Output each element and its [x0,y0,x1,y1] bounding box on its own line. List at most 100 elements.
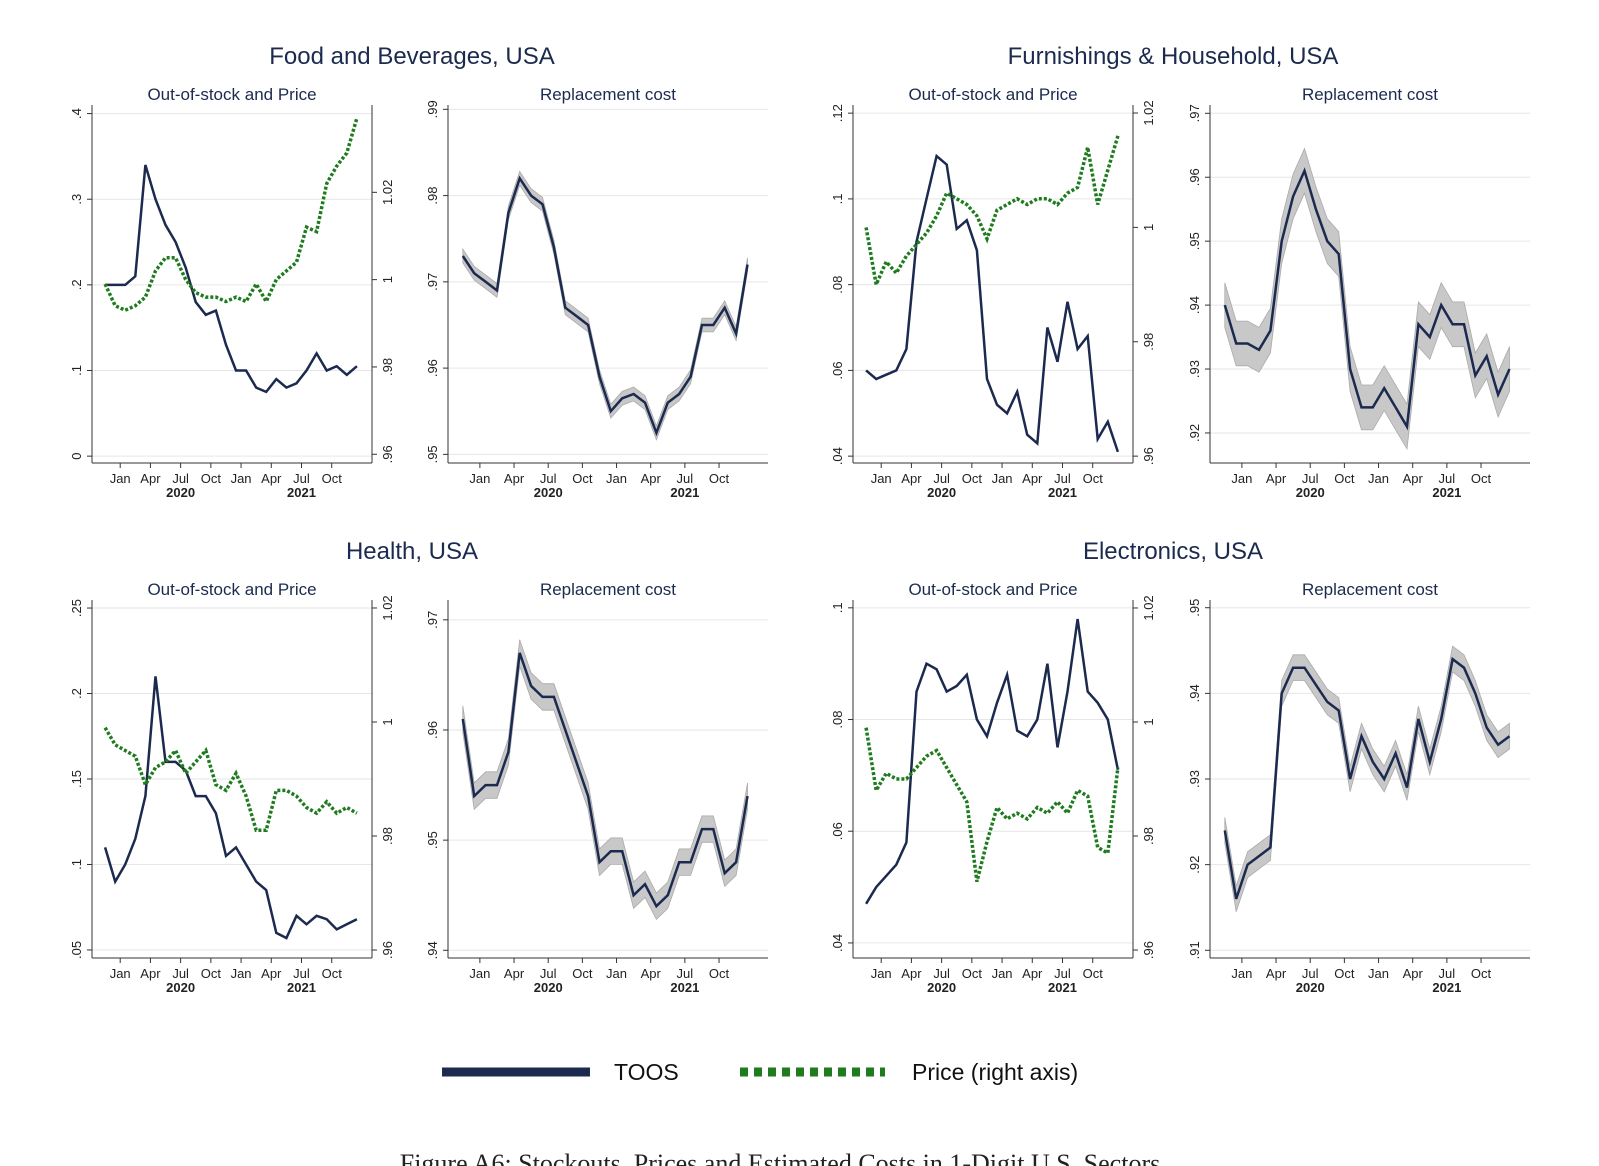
confidence-band [1224,645,1510,912]
x-tick-label: Jan [871,471,892,486]
x-tick-label: Jul [540,966,557,981]
y-tick-label: .91 [1187,941,1202,959]
panel-title: Replacement cost [1302,580,1438,599]
x-tick-label: Apr [901,966,922,981]
x-tick-label: Jul [1439,966,1456,981]
y2-tick-label: 1.02 [380,595,395,620]
year-label: 2020 [534,485,563,500]
y-tick-label: .99 [425,100,440,118]
cost-line [461,652,749,909]
x-tick-label: Oct [1471,471,1492,486]
y2-tick-label: .98 [380,358,395,376]
y-tick-label: .2 [69,279,84,290]
x-tick-label: Jul [1054,966,1071,981]
x-tick-label: Jan [1231,966,1252,981]
x-tick-label: Jan [231,471,252,486]
panel-title: Out-of-stock and Price [147,580,316,599]
x-tick-label: Apr [261,966,282,981]
price-line [864,135,1120,291]
toos-line [105,164,358,394]
x-tick-label: Jan [469,966,490,981]
panel-title: Replacement cost [540,85,676,104]
x-tick-label: Jul [172,471,189,486]
x-tick-label: Jul [293,471,310,486]
x-tick-label: Apr [641,471,662,486]
y-tick-label: .97 [425,611,440,629]
y-tick-label: .08 [830,276,845,294]
panel-title: Replacement cost [540,580,676,599]
x-tick-label: Oct [962,471,983,486]
x-tick-label: Jan [1368,471,1389,486]
y-tick-label: .95 [425,445,440,463]
y2-tick-label: .96 [1141,447,1156,465]
x-tick-label: Oct [322,471,343,486]
year-label: 2021 [670,485,699,500]
y-tick-label: .1 [69,365,84,376]
x-tick-label: Jul [1302,471,1319,486]
y-tick-label: .12 [830,104,845,122]
x-tick-label: Apr [504,966,525,981]
x-tick-label: Apr [1022,471,1043,486]
toos-line [865,618,1120,905]
x-tick-label: Jul [540,471,557,486]
group-title: Food and Beverages, USA [269,43,555,70]
price-line [864,727,1120,883]
x-tick-label: Oct [1083,966,1104,981]
cost-line [461,175,749,437]
year-label: 2020 [927,980,956,995]
year-label: 2021 [1048,980,1077,995]
y2-tick-label: 1 [1141,718,1156,725]
y-tick-label: .97 [425,273,440,291]
y-tick-label: .04 [830,934,845,952]
x-tick-label: Jan [110,471,131,486]
y-tick-label: .96 [1187,168,1202,186]
x-tick-label: Jul [677,966,694,981]
y2-tick-label: 1 [380,718,395,725]
legend-label: Price (right axis) [912,1059,1078,1085]
y2-tick-label: .96 [380,445,395,463]
x-tick-label: Oct [709,966,730,981]
y-tick-label: .04 [830,447,845,465]
y-tick-label: .92 [1187,856,1202,874]
x-tick-label: Oct [1471,966,1492,981]
x-tick-label: Jul [933,966,950,981]
x-tick-label: Jan [871,966,892,981]
x-tick-label: Oct [709,471,730,486]
year-label: 2020 [534,980,563,995]
y2-tick-label: 1.02 [380,180,395,205]
x-tick-label: Jan [1368,966,1389,981]
x-tick-label: Oct [322,966,343,981]
group-title: Furnishings & Household, USA [1008,43,1339,70]
y-tick-label: .06 [830,361,845,379]
y2-tick-label: 1.02 [1141,595,1156,620]
x-tick-label: Oct [201,471,222,486]
toos-line [865,153,1120,453]
y-tick-label: .95 [1187,599,1202,617]
y-tick-label: .1 [830,193,845,204]
confidence-band [462,639,748,921]
year-label: 2021 [1432,485,1461,500]
year-label: 2021 [287,485,316,500]
y-tick-label: .95 [1187,232,1202,250]
x-tick-label: Apr [641,966,662,981]
y-tick-label: .08 [830,710,845,728]
y2-tick-label: .98 [380,827,395,845]
y-tick-label: .2 [69,688,84,699]
y2-tick-label: 1 [1141,224,1156,231]
year-label: 2020 [927,485,956,500]
x-tick-label: Jan [1231,471,1252,486]
y-tick-label: .4 [69,108,84,119]
y-tick-label: .94 [1187,296,1202,314]
x-tick-label: Jul [1054,471,1071,486]
cost-line [1223,167,1511,431]
x-tick-label: Jul [1439,471,1456,486]
x-tick-label: Oct [201,966,222,981]
x-tick-label: Jan [606,471,627,486]
x-tick-label: Apr [1403,966,1424,981]
x-tick-label: Jul [172,966,189,981]
y-tick-label: .97 [1187,104,1202,122]
confidence-band [1224,147,1510,451]
x-tick-label: Jul [933,471,950,486]
toos-line [103,676,358,940]
